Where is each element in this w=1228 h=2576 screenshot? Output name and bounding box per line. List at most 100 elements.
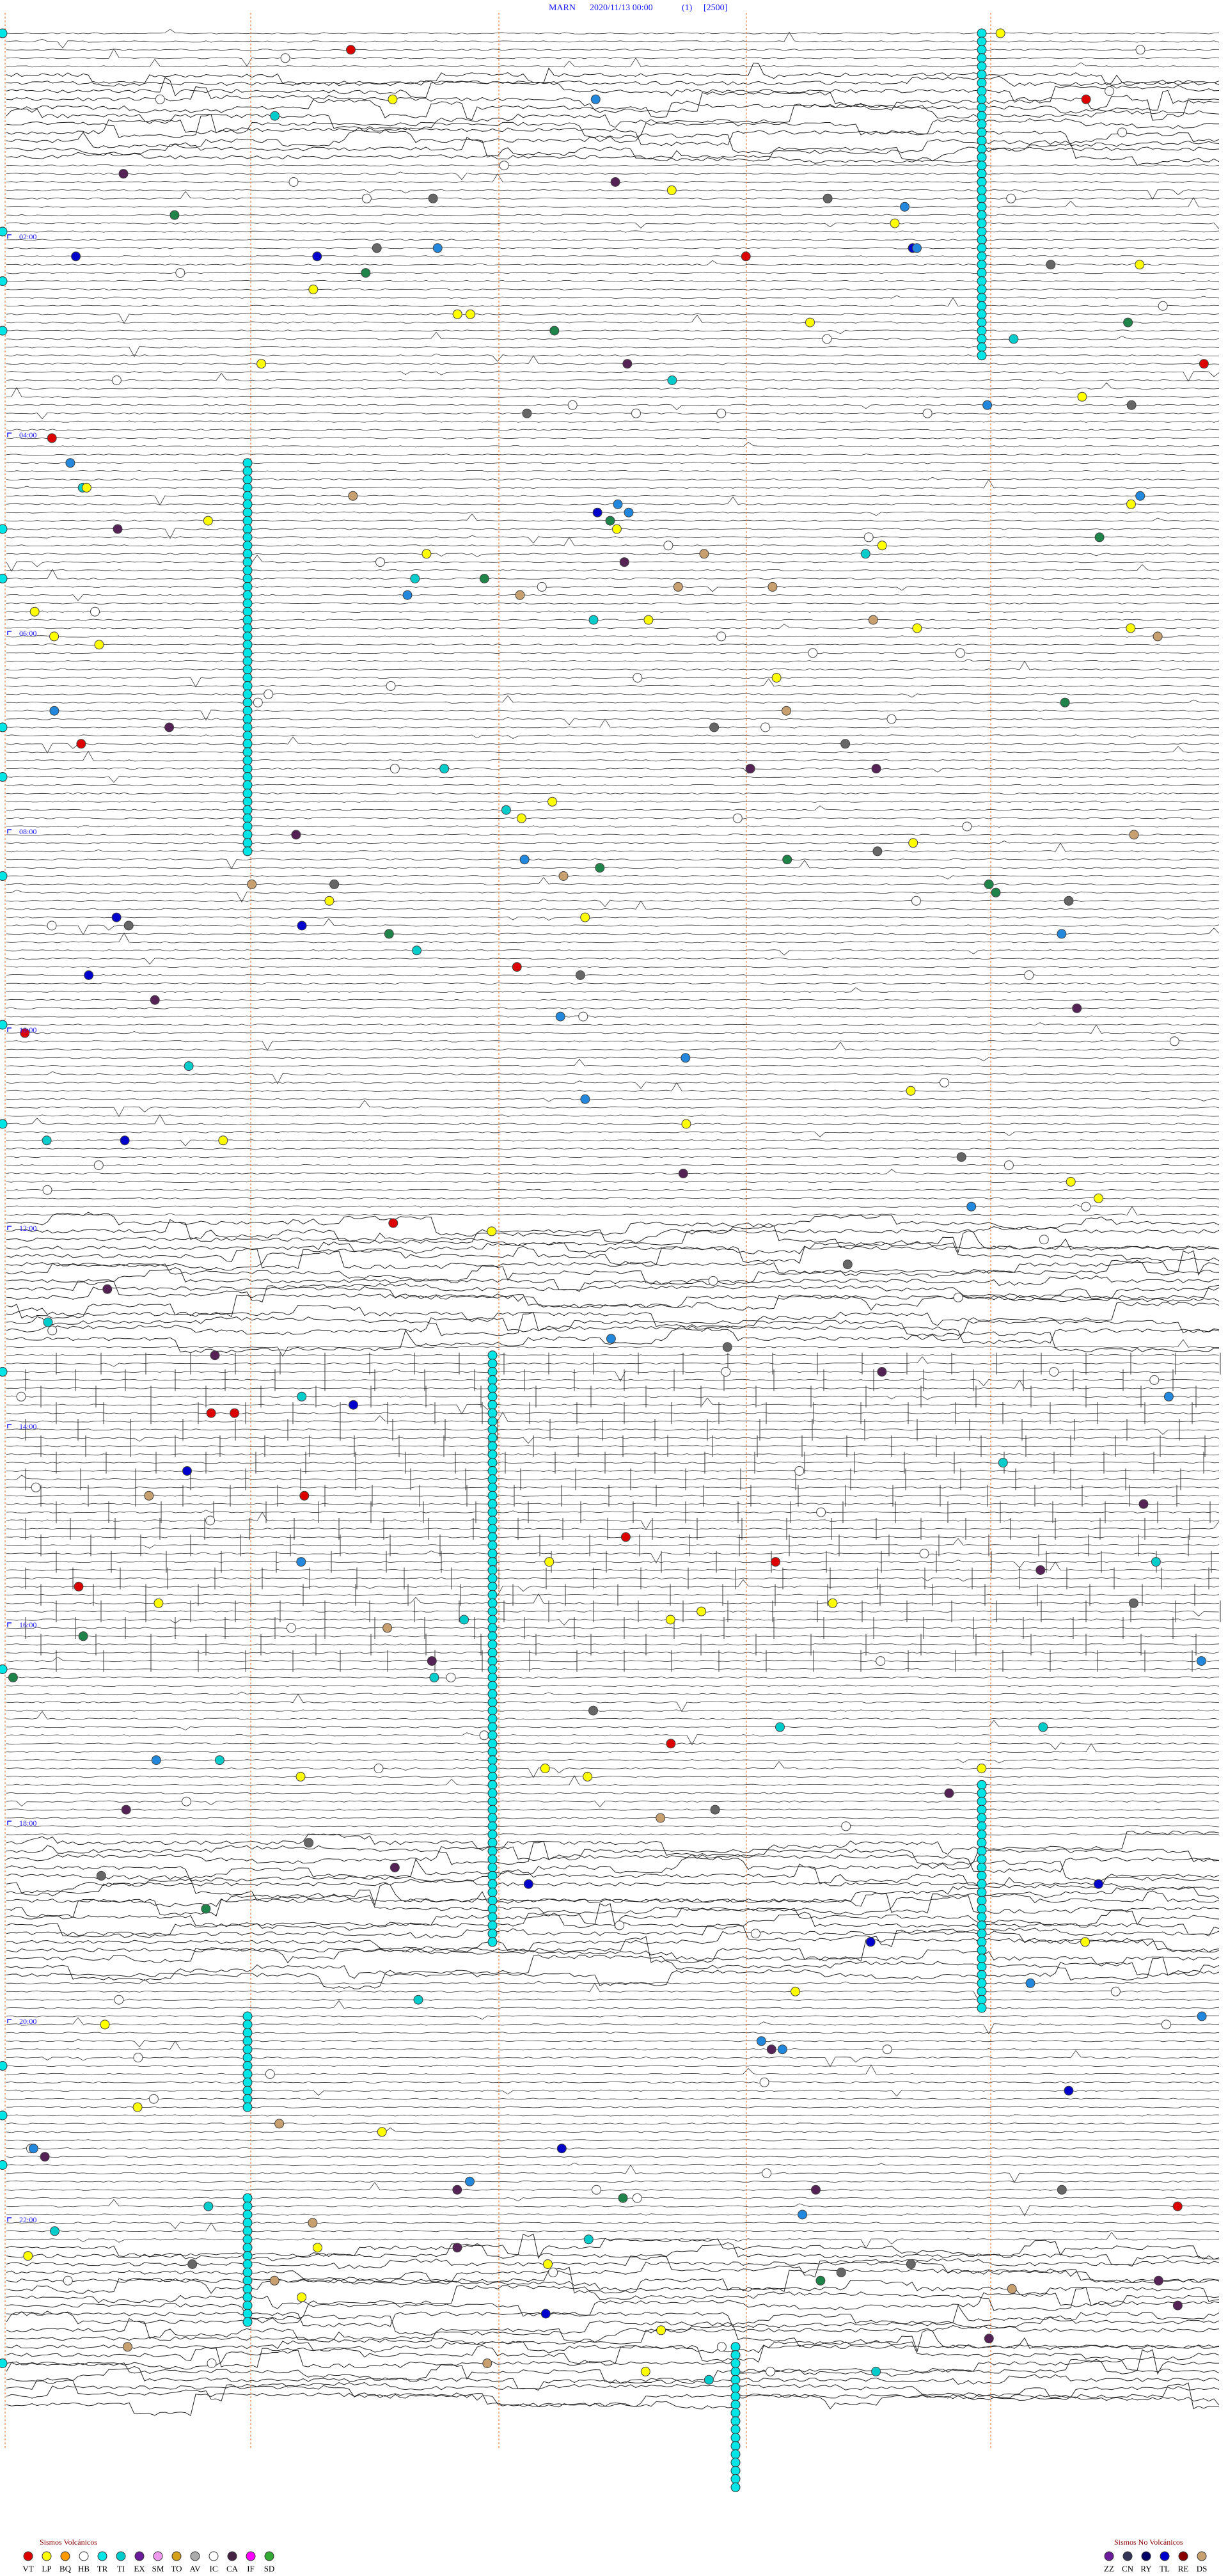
- trace: [6, 2147, 1220, 2150]
- event-marker: [730, 2424, 741, 2435]
- hour-label: 18:00: [19, 1819, 36, 1828]
- event-marker: [242, 706, 253, 716]
- event-marker: [372, 243, 382, 253]
- legend-marker: [246, 2551, 256, 2561]
- trace: [6, 2304, 1220, 2328]
- event-marker: [555, 1011, 565, 1022]
- hour-bracket: [7, 631, 12, 635]
- trace: [6, 2164, 1220, 2183]
- trace: [6, 916, 1220, 921]
- event-marker: [487, 1400, 498, 1410]
- event-marker: [63, 2275, 73, 2286]
- event-marker: [977, 1846, 987, 1856]
- trace: [6, 842, 1220, 853]
- event-marker: [487, 1450, 498, 1460]
- trace: [6, 1510, 1220, 1513]
- trace: [6, 928, 1220, 935]
- event-marker: [977, 1870, 987, 1881]
- event-marker: [242, 805, 253, 815]
- event-marker: [42, 1135, 52, 1146]
- trace: [6, 874, 1220, 880]
- event-marker: [1151, 1557, 1161, 1567]
- guides: [4, 13, 991, 2450]
- event-marker: [487, 1383, 498, 1393]
- trace: [6, 1931, 1220, 1953]
- event-marker: [487, 1375, 498, 1385]
- event-marker: [242, 557, 253, 567]
- event-marker: [377, 2127, 387, 2137]
- trace: [6, 1212, 1220, 1237]
- event-marker: [487, 1598, 498, 1608]
- trace: [6, 709, 1220, 721]
- event-marker: [487, 1532, 498, 1542]
- legend-label: DS: [1197, 2564, 1208, 2573]
- event-marker: [291, 830, 301, 840]
- trace: [6, 1180, 1220, 1183]
- event-marker: [1110, 1986, 1121, 1996]
- event-marker: [242, 541, 253, 551]
- event-marker: [886, 714, 897, 724]
- datetime: 2020/11/13 00:00: [590, 3, 653, 13]
- trace: [6, 1469, 1220, 1473]
- event-marker: [304, 1838, 314, 1848]
- event-marker: [280, 53, 290, 63]
- event-marker: [868, 615, 878, 625]
- event-marker: [666, 185, 677, 195]
- event-marker: [487, 1937, 498, 1947]
- trace: [6, 635, 1220, 638]
- event-marker: [0, 2061, 8, 2071]
- event-marker: [953, 1292, 963, 1302]
- hour-label: 06:00: [19, 629, 36, 638]
- event-marker: [1060, 697, 1070, 707]
- event-marker: [0, 2110, 8, 2121]
- trace: [6, 899, 1220, 908]
- event-marker: [0, 871, 8, 881]
- event-marker: [911, 896, 921, 906]
- trace: [6, 1098, 1220, 1103]
- hour-label: 16:00: [19, 1620, 36, 1629]
- event-marker: [1135, 491, 1145, 501]
- event-marker: [977, 351, 987, 361]
- trace: [6, 496, 1220, 505]
- trace: [6, 817, 1220, 819]
- hour-label: 14:00: [19, 1422, 36, 1431]
- event-marker: [482, 2359, 492, 2368]
- event-marker: [487, 1408, 498, 1418]
- event-marker: [822, 334, 832, 344]
- trace: [6, 624, 1220, 629]
- trace: [6, 1461, 1220, 1464]
- trace: [6, 1453, 1220, 1456]
- event-marker: [977, 136, 987, 146]
- event-marker: [382, 1623, 393, 1633]
- event-marker: [242, 780, 253, 790]
- event-marker: [1046, 260, 1056, 270]
- event-marker: [620, 1532, 631, 1542]
- hour-labels: 02:00 04:00 06:00 08:00 10:00 12:00 14:00 16:00…: [7, 232, 36, 2224]
- trace: [6, 353, 1219, 362]
- trace: [6, 189, 1219, 200]
- legend-marker: [1160, 2551, 1170, 2561]
- event-marker: [487, 1631, 498, 1641]
- event-marker: [40, 2152, 50, 2162]
- event-marker: [977, 201, 987, 212]
- event-marker: [977, 1929, 987, 1939]
- event-marker: [1138, 1499, 1149, 1509]
- event-marker: [805, 317, 815, 328]
- event-marker: [361, 193, 372, 203]
- trace: [6, 1627, 1220, 1629]
- trace: [6, 2382, 1219, 2410]
- trace: [6, 1693, 1220, 1712]
- trace: [6, 1825, 1220, 1828]
- event-marker: [487, 1912, 498, 1922]
- trace: [6, 1817, 1220, 1819]
- event-marker: [487, 1887, 498, 1897]
- trace: [6, 1998, 1220, 2001]
- legend-marker: [209, 2551, 219, 2561]
- event-marker: [308, 2218, 318, 2228]
- event-marker: [977, 218, 987, 228]
- trace: [6, 1250, 1220, 1276]
- event-marker: [840, 739, 851, 749]
- event-marker: [966, 1201, 977, 1212]
- event-marker: [242, 747, 253, 757]
- trace: [6, 2261, 1220, 2284]
